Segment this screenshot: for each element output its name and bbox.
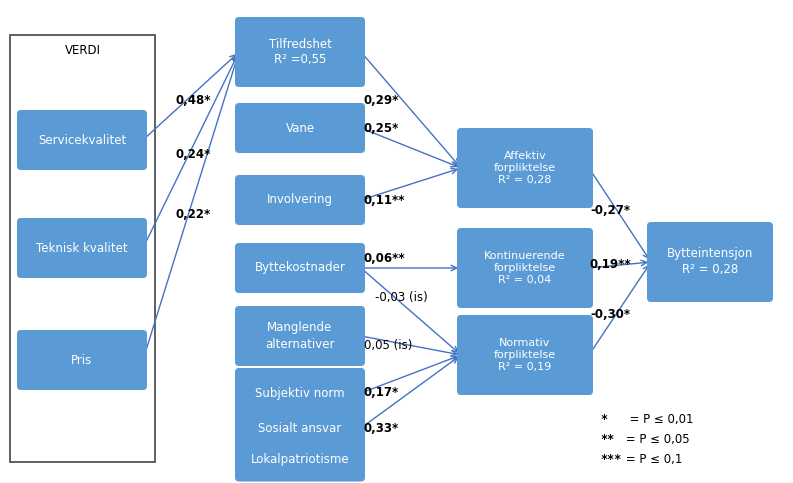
FancyBboxPatch shape (235, 103, 365, 153)
Text: Lokalpatriotisme: Lokalpatriotisme (251, 454, 349, 467)
FancyBboxPatch shape (17, 110, 147, 170)
Text: 0,48*: 0,48* (175, 94, 210, 106)
Text: **: ** (600, 434, 615, 446)
FancyBboxPatch shape (235, 306, 365, 366)
Text: 0,24*: 0,24* (175, 148, 210, 161)
FancyBboxPatch shape (17, 330, 147, 390)
Text: 0,06**: 0,06** (364, 252, 406, 265)
Text: Kontinuerende
forpliktelse
R² = 0,04: Kontinuerende forpliktelse R² = 0,04 (485, 251, 566, 285)
FancyBboxPatch shape (457, 315, 593, 395)
FancyBboxPatch shape (235, 439, 365, 482)
Text: Manglende
alternativer: Manglende alternativer (265, 322, 335, 351)
FancyBboxPatch shape (457, 128, 593, 208)
FancyBboxPatch shape (647, 222, 773, 302)
Text: -0,30*: -0,30* (590, 309, 630, 322)
Text: 0,17*: 0,17* (364, 386, 399, 399)
Text: Vane: Vane (285, 122, 315, 134)
Text: 0,33*: 0,33* (364, 422, 399, 435)
Text: VERDI: VERDI (64, 43, 101, 57)
Text: Byttekostnader: Byttekostnader (255, 261, 346, 274)
FancyBboxPatch shape (235, 407, 365, 450)
FancyBboxPatch shape (235, 368, 365, 418)
Text: Subjektiv norm: Subjektiv norm (255, 386, 345, 399)
Text: 0,25*: 0,25* (364, 122, 400, 134)
FancyBboxPatch shape (235, 243, 365, 293)
Text: = P ≤ 0,05: = P ≤ 0,05 (622, 434, 690, 446)
Text: Involvering: Involvering (267, 194, 333, 207)
Text: 0,22*: 0,22* (175, 209, 210, 222)
FancyBboxPatch shape (17, 218, 147, 278)
Text: Sosialt ansvar: Sosialt ansvar (259, 422, 342, 435)
Text: = P ≤ 0,1: = P ≤ 0,1 (622, 454, 682, 467)
FancyBboxPatch shape (457, 228, 593, 308)
Text: Tilfredshet
R² =0,55: Tilfredshet R² =0,55 (269, 38, 331, 67)
FancyBboxPatch shape (235, 175, 365, 225)
Text: 0,19**: 0,19** (590, 258, 632, 271)
Text: = P ≤ 0,01: = P ≤ 0,01 (622, 413, 694, 426)
FancyBboxPatch shape (235, 17, 365, 87)
Text: Normativ
forpliktelse
R² = 0,19: Normativ forpliktelse R² = 0,19 (494, 338, 556, 372)
Text: 0,29*: 0,29* (364, 94, 400, 106)
Text: -0,27*: -0,27* (590, 203, 630, 216)
Text: *: * (600, 413, 607, 426)
Text: Teknisk kvalitet: Teknisk kvalitet (36, 242, 128, 255)
Text: -0,03 (is): -0,03 (is) (375, 292, 427, 304)
Text: 0,11**: 0,11** (364, 194, 405, 207)
Text: 0,05 (is): 0,05 (is) (364, 339, 412, 352)
Text: ***: *** (600, 454, 622, 467)
Text: Affektiv
forpliktelse
R² = 0,28: Affektiv forpliktelse R² = 0,28 (494, 151, 556, 185)
Text: Pris: Pris (71, 354, 93, 367)
FancyBboxPatch shape (10, 35, 155, 462)
Text: Servicekvalitet: Servicekvalitet (38, 133, 126, 146)
Text: Bytteintensjon
R² = 0,28: Bytteintensjon R² = 0,28 (667, 247, 753, 276)
